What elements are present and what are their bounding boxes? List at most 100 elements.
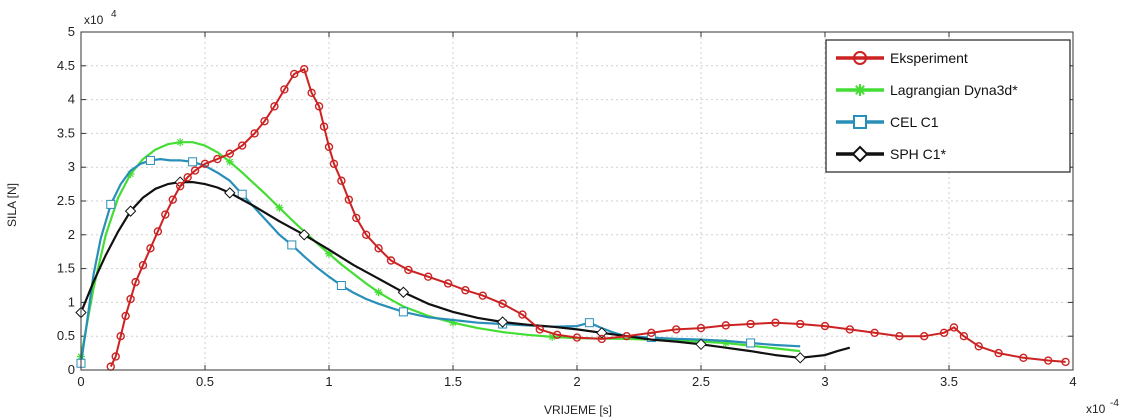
data-point [106,199,116,209]
x-tick-label: 0.5 [196,374,214,389]
data-point [325,249,333,258]
data-point [796,319,805,329]
data-point [124,205,137,217]
data-point [126,294,135,304]
data-point [794,352,806,364]
legend-marker [853,115,867,129]
data-point [319,122,329,131]
legend-marker [851,145,869,163]
plot-frame [80,31,1074,371]
legend-marker [853,51,867,65]
data-point [250,129,259,138]
legend-item: Lagrangian Dyna3d* [836,82,1018,98]
legend-label: Eksperiment [890,50,968,66]
data-point [721,338,730,347]
data-point [324,142,334,152]
data-point [290,69,299,79]
data-point [138,261,148,270]
x-tick-label: 1.5 [444,374,462,389]
x-axis-label: VRIJEME [s] [544,403,612,417]
data-point [746,338,756,348]
data-point [397,286,410,298]
data-point [746,319,755,329]
data-point [584,318,594,328]
data-point [106,362,115,371]
data-point [213,154,222,164]
data-point [175,181,185,191]
data-point [959,332,969,341]
x-multiplier: x10 [1086,402,1106,416]
data-point [224,187,236,199]
x-tick-label: 3.5 [940,374,958,389]
data-point [146,244,155,253]
data-point [168,195,177,204]
y-multiplier: x10 [84,13,104,27]
legend: Eksperiment Lagrangian Dyna3d* CEL C1 SPH C… [825,39,1071,173]
data-point [200,159,210,169]
data-point [572,333,582,342]
data-point [771,318,780,327]
data-point [260,117,269,126]
data-point [329,159,339,169]
x-tick-label: 1 [325,374,332,389]
legend-label: CEL C1 [890,114,939,130]
data-point [496,316,509,328]
series-line [109,68,1066,368]
tick-labels: 0 0.5 1 1.5 2 2.5 3 3.5 4 0 0.5 1 1.5 2 2.5 3 3.5 4 4.5 5 [57,24,1077,389]
data-point [374,288,383,297]
data-point [287,240,297,250]
data-point [126,169,135,178]
data-point [548,332,557,341]
legend-marker [854,84,866,96]
series-cel-c1 [76,155,801,368]
data-point [974,342,983,351]
data-point [336,281,346,290]
series-line [79,181,851,359]
data-point [121,311,130,321]
data-point [498,299,507,308]
y-axis-label: SILA [N] [5,183,19,227]
data-point [386,256,396,265]
x-tick-label: 2.5 [692,374,710,389]
data-point [111,352,120,361]
data-point [1019,353,1028,363]
data-point [920,332,929,341]
legend-label: SPH C1* [890,146,947,162]
data-point [895,332,904,341]
data-point [596,327,608,339]
data-point [145,155,155,165]
data-point [398,307,408,317]
data-point [518,310,527,319]
y-tick-label: 5 [68,24,75,39]
data-point [237,141,247,150]
data-point [183,173,192,182]
legend-label: Lagrangian Dyna3d* [890,82,1018,98]
legend-item: CEL C1 [836,114,939,130]
data-point [298,229,310,241]
data-point [695,338,707,351]
series-sph-c1- [75,176,851,364]
data-point [870,328,879,338]
data-point [270,102,279,111]
data-point [237,189,247,199]
data-point [374,244,383,253]
data-point [337,176,346,185]
y-tick-label: 0 [68,362,75,377]
legend-item: Eksperiment [836,50,968,66]
data-point [280,85,289,94]
data-point [461,286,470,295]
y-tick-label: 0.5 [57,328,75,343]
data-point [939,328,949,338]
data-point [362,230,371,240]
data-point [721,321,730,330]
x-tick-label: 3 [821,374,828,389]
data-point [188,157,198,167]
data-point [131,277,140,287]
y-multiplier-exponent: 4 [111,9,117,20]
y-tick-label: 2 [68,227,75,242]
series-line [79,158,801,364]
data-point [597,334,606,344]
x-tick-label: 0 [77,374,84,389]
data-point [949,323,959,332]
